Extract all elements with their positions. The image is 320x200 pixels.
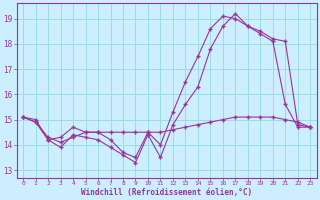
X-axis label: Windchill (Refroidissement éolien,°C): Windchill (Refroidissement éolien,°C) xyxy=(81,188,252,197)
